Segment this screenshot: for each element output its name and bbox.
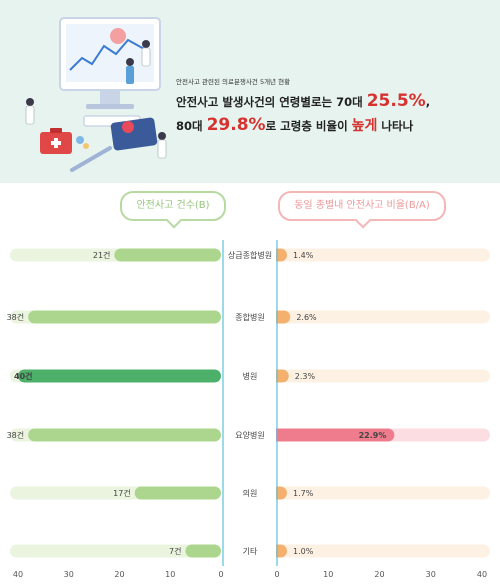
category-label-bg <box>224 542 276 560</box>
left-value-label: 17건 <box>113 488 131 498</box>
left-tick-label: 40 <box>13 570 23 579</box>
left-bar <box>18 369 221 383</box>
hero-banner: 안전사고 관련된 의료분쟁사건 5개년 현황 안전사고 발생사건의 연령별로는 … <box>0 0 500 183</box>
left-value-label: 40건 <box>14 371 33 381</box>
hero-subtitle: 안전사고 관련된 의료분쟁사건 5개년 현황 <box>176 78 291 86</box>
left-bar <box>28 310 222 324</box>
headline-text: , <box>425 95 431 109</box>
right-tick-label: 10 <box>323 570 333 579</box>
right-track <box>277 369 490 383</box>
right-tick-label: 20 <box>374 570 384 579</box>
headline-pct-70s: 25.5% <box>366 91 426 111</box>
right-track <box>277 310 490 324</box>
right-bar <box>271 428 395 442</box>
category-label: 의원 <box>243 488 258 498</box>
left-tick-label: 0 <box>218 570 223 579</box>
right-tick-label: 30 <box>426 570 436 579</box>
left-track <box>10 544 221 558</box>
right-track <box>277 544 490 558</box>
right-value-label: 1.7% <box>293 489 314 498</box>
right-track <box>277 248 490 262</box>
legend-left-label: 안전사고 건수(B) <box>136 200 210 211</box>
left-bar <box>185 544 221 558</box>
left-tick-label: 30 <box>64 570 74 579</box>
category-label-bg <box>224 308 276 326</box>
category-label-bg <box>224 426 276 444</box>
left-value-label: 21건 <box>93 250 111 260</box>
category-label-bg <box>224 484 276 502</box>
headline-text: 80대 <box>176 119 207 133</box>
legend-right-pill: 동일 종별내 안전사고 비율(B/A) <box>278 191 446 229</box>
headline-emphasis: 높게 <box>351 118 378 134</box>
left-tick-label: 10 <box>165 570 175 579</box>
right-value-label: 2.3% <box>295 372 316 381</box>
legend-left-pill: 안전사고 건수(B) <box>120 191 226 229</box>
medical-illustration <box>25 17 167 172</box>
category-label: 요양병원 <box>235 431 264 440</box>
headline-text: 로 고령층 비율이 <box>265 119 352 133</box>
right-value-label: 1.0% <box>293 547 314 556</box>
legend-right-label: 동일 종별내 안전사고 비율(B/A) <box>294 200 430 211</box>
headline-text: 나타나 <box>377 119 414 133</box>
category-label: 기타 <box>243 547 258 556</box>
category-label-bg <box>224 246 276 264</box>
right-value-label: 1.4% <box>293 251 314 260</box>
left-bar <box>114 248 221 262</box>
headline-pct-80s: 29.8% <box>206 115 266 135</box>
right-value-label: 22.9% <box>359 431 387 440</box>
left-value-label: 38건 <box>7 312 25 322</box>
right-tick-label: 40 <box>477 570 487 579</box>
left-value-label: 7건 <box>169 546 181 556</box>
category-label-bg <box>224 367 276 385</box>
right-track <box>277 486 490 500</box>
left-bar <box>134 486 221 500</box>
right-value-label: 2.6% <box>296 313 317 322</box>
category-label: 병원 <box>243 372 258 381</box>
right-tick-label: 0 <box>274 570 279 579</box>
left-value-label: 38건 <box>7 430 25 440</box>
headline-text: 안전사고 발생사건의 연령별로는 70대 <box>176 95 367 109</box>
category-label: 종합병원 <box>235 313 264 322</box>
category-label: 상급종합병원 <box>228 250 272 260</box>
hero-headline: 안전사고 발생사건의 연령별로는 70대 25.5%, 80대 29.8%로 고… <box>176 90 430 138</box>
left-tick-label: 20 <box>114 570 124 579</box>
left-bar <box>28 428 222 442</box>
